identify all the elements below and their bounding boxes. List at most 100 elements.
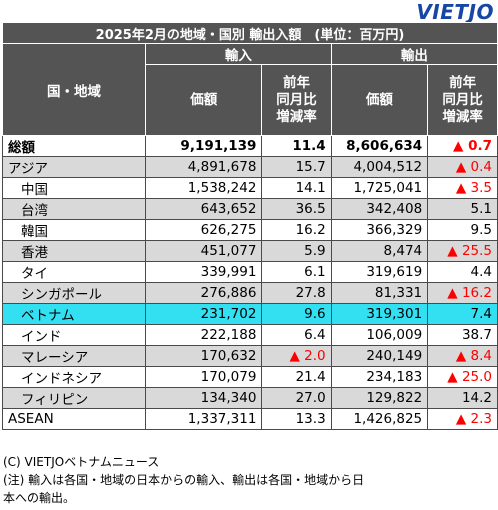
decrease-marker: ▲ — [447, 285, 458, 301]
import-yoy: 36.5 — [261, 198, 332, 220]
table-row: 台湾 643,652 36.5 342,408 5.1 — [1, 198, 498, 220]
table-body: 総額 9,191,139 11.4 8,606,634 ▲ 0.7 アジア 4,891,67… — [1, 135, 498, 430]
table-row: 韓国 626,275 16.2 366,329 9.5 — [1, 219, 498, 241]
import-amount: 1,337,311 — [145, 408, 263, 430]
region-name: 総額 — [1, 135, 147, 157]
import-amount: 1,538,242 — [145, 177, 263, 199]
region-name: インド — [1, 324, 147, 346]
decrease-value: 0.7 — [468, 138, 492, 154]
export-yoy: 5.1 — [427, 198, 498, 220]
export-yoy: ▲ 8.4 — [427, 345, 498, 367]
region-name: ASEAN — [1, 408, 147, 430]
import-yoy: 27.8 — [261, 282, 332, 304]
import-amount: 276,886 — [145, 282, 263, 304]
table-row: タイ 339,991 6.1 319,619 4.4 — [1, 261, 498, 283]
import-amount: 4,891,678 — [145, 156, 263, 178]
decrease-marker: ▲ — [455, 159, 467, 175]
export-yoy: 7.4 — [427, 303, 498, 325]
export-amount: 8,606,634 — [330, 135, 429, 157]
decrease-value: 2.0 — [304, 348, 326, 364]
trade-table: 2025年2月の地域・国別 輸出入額 (単位：百万円) 国・地域 輸入 輸出 価… — [1, 22, 498, 430]
table-title: 2025年2月の地域・国別 輸出入額 (単位：百万円) — [2, 22, 498, 44]
decrease-value: 25.0 — [461, 369, 492, 385]
export-yoy-header: 前年 同月比 増減率 — [427, 64, 498, 136]
decrease-marker: ▲ — [452, 138, 464, 154]
decrease-marker: ▲ — [447, 243, 458, 259]
export-yoy: ▲ 3.5 — [427, 177, 498, 199]
import-amount: 170,079 — [145, 366, 263, 388]
export-yoy: ▲ 25.0 — [427, 366, 498, 388]
decrease-marker: ▲ — [455, 180, 467, 196]
import-amount: 134,340 — [145, 387, 263, 409]
import-amount: 643,652 — [145, 198, 263, 220]
table-row: 中国 1,538,242 14.1 1,725,041 ▲ 3.5 — [1, 177, 498, 199]
import-amount: 451,077 — [145, 240, 263, 262]
table-row: マレーシア 170,632 ▲ 2.0 240,149 ▲ 8.4 — [1, 345, 498, 367]
export-amount: 1,725,041 — [330, 177, 429, 199]
import-amount: 339,991 — [145, 261, 263, 283]
import-yoy: 11.4 — [261, 135, 332, 157]
region-name: 香港 — [1, 240, 147, 262]
region-name: アジア — [1, 156, 147, 178]
export-amount-header: 価額 — [330, 64, 429, 136]
footnote-line1: (注) 輸入は各国・地域の日本からの輸入、輸出は各国・地域から日 — [3, 473, 365, 487]
import-yoy: 9.6 — [261, 303, 332, 325]
export-amount: 319,619 — [330, 261, 429, 283]
decrease-value: 0.4 — [470, 159, 492, 175]
footnote-line2: 本への輸出。 — [3, 491, 76, 505]
region-name: シンガポール — [1, 282, 147, 304]
table-row: 香港 451,077 5.9 8,474 ▲ 25.5 — [1, 240, 498, 262]
region-name: 中国 — [1, 177, 147, 199]
table-row: ASEAN 1,337,311 13.3 1,426,825 ▲ 2.3 — [1, 408, 498, 430]
decrease-marker: ▲ — [447, 369, 458, 385]
table-row: 総額 9,191,139 11.4 8,606,634 ▲ 0.7 — [1, 135, 498, 157]
decrease-marker: ▲ — [289, 348, 300, 364]
export-yoy: ▲ 0.7 — [427, 135, 498, 157]
import-amount-header: 価額 — [145, 64, 263, 136]
import-yoy: 6.4 — [261, 324, 332, 346]
import-yoy: 27.0 — [261, 387, 332, 409]
table-row: インド 222,188 6.4 106,009 38.7 — [1, 324, 498, 346]
export-yoy: ▲ 16.2 — [427, 282, 498, 304]
export-amount: 81,331 — [330, 282, 429, 304]
export-amount: 240,149 — [330, 345, 429, 367]
decrease-value: 3.5 — [470, 180, 492, 196]
export-yoy: 14.2 — [427, 387, 498, 409]
import-amount: 626,275 — [145, 219, 263, 241]
export-yoy: ▲ 2.3 — [427, 408, 498, 430]
decrease-value: 25.5 — [461, 243, 492, 259]
import-yoy: 5.9 — [261, 240, 332, 262]
import-yoy-header: 前年 同月比 増減率 — [261, 64, 332, 136]
region-name: 韓国 — [1, 219, 147, 241]
export-amount: 129,822 — [330, 387, 429, 409]
region-name: インドネシア — [1, 366, 147, 388]
region-name: フィリピン — [1, 387, 147, 409]
export-amount: 342,408 — [330, 198, 429, 220]
export-yoy: ▲ 0.4 — [427, 156, 498, 178]
table-row: ベトナム 231,702 9.6 319,301 7.4 — [1, 303, 498, 325]
table-row: アジア 4,891,678 15.7 4,004,512 ▲ 0.4 — [1, 156, 498, 178]
table-row: インドネシア 170,079 21.4 234,183 ▲ 25.0 — [1, 366, 498, 388]
import-yoy: 6.1 — [261, 261, 332, 283]
region-name: ベトナム — [1, 303, 147, 325]
import-yoy: 14.1 — [261, 177, 332, 199]
export-header: 輸出 — [330, 43, 498, 65]
export-yoy: 4.4 — [427, 261, 498, 283]
import-amount: 170,632 — [145, 345, 263, 367]
export-yoy: 38.7 — [427, 324, 498, 346]
region-name: 台湾 — [1, 198, 147, 220]
export-amount: 4,004,512 — [330, 156, 429, 178]
decrease-marker: ▲ — [455, 411, 467, 427]
import-yoy: 15.7 — [261, 156, 332, 178]
export-amount: 106,009 — [330, 324, 429, 346]
table-row: フィリピン 134,340 27.0 129,822 14.2 — [1, 387, 498, 409]
vietjo-logo: VIETJO — [416, 0, 494, 24]
export-yoy: 9.5 — [427, 219, 498, 241]
copyright-note: (C) VIETJOベトナムニュース — [3, 455, 160, 469]
import-yoy: 21.4 — [261, 366, 332, 388]
decrease-value: 8.4 — [470, 348, 492, 364]
export-amount: 1,426,825 — [330, 408, 429, 430]
import-yoy: ▲ 2.0 — [261, 345, 332, 367]
region-name: マレーシア — [1, 345, 147, 367]
import-amount: 231,702 — [145, 303, 263, 325]
